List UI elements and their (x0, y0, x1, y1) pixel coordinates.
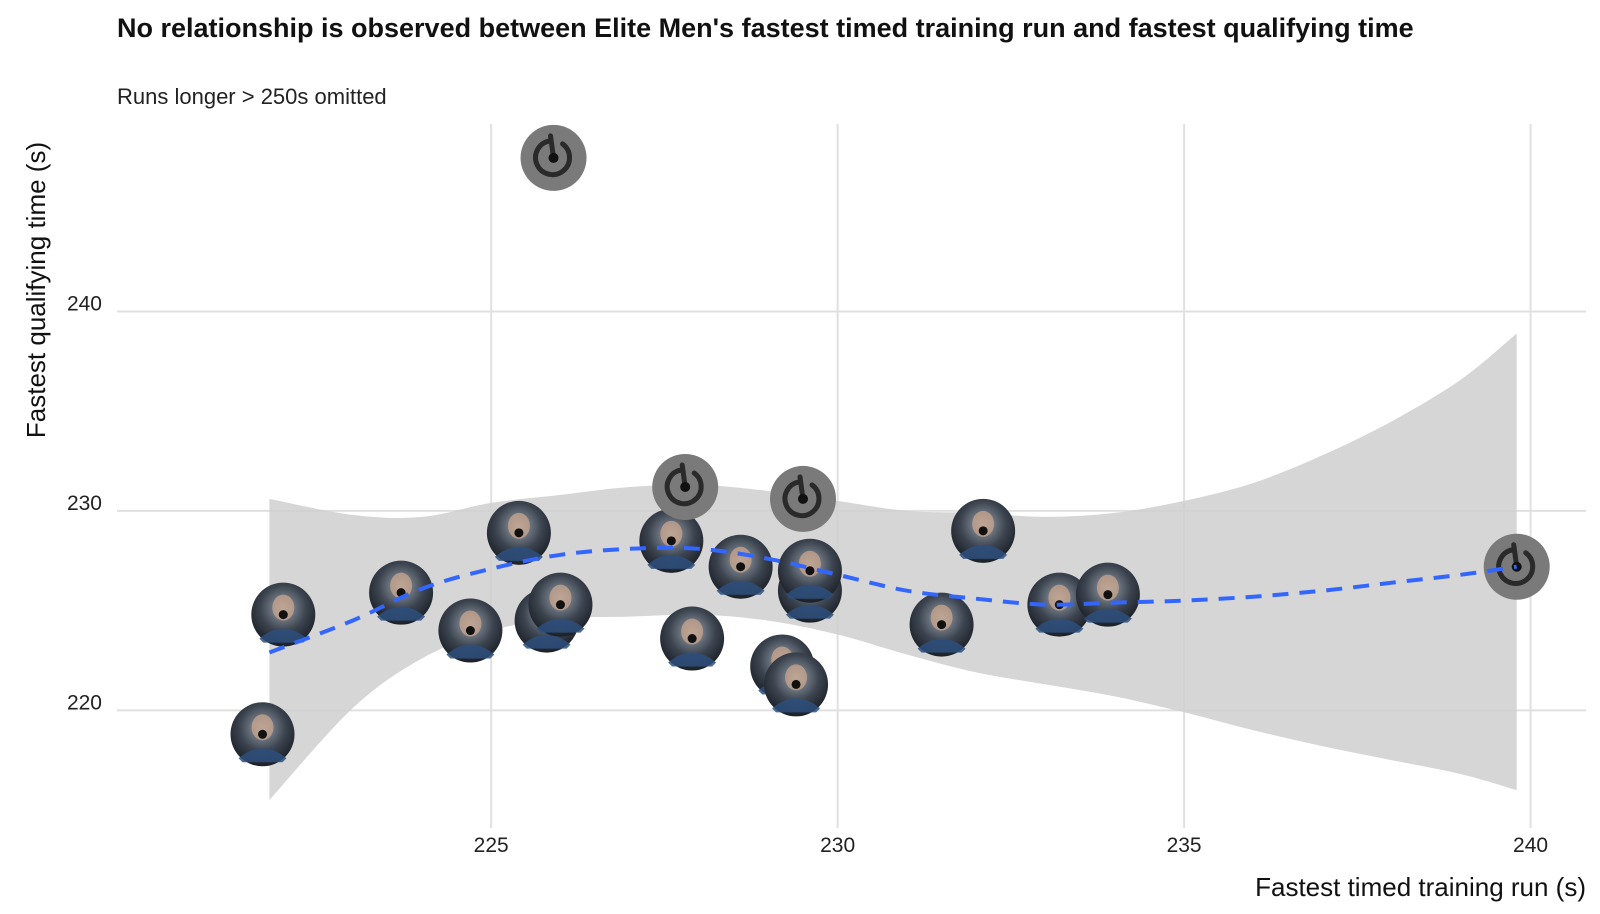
avatar-face (785, 664, 808, 691)
point-marker (1511, 561, 1522, 572)
avatar-shoulders (668, 652, 717, 667)
power-icon (782, 479, 822, 519)
power-icon (533, 138, 573, 178)
rider-photo-point (369, 560, 434, 625)
rider-photo-point (639, 508, 704, 573)
avatar-face (390, 572, 413, 599)
point-marker (978, 526, 988, 536)
chart-subtitle: Runs longer > 250s omitted (117, 84, 387, 109)
point-marker (687, 634, 697, 644)
point-marker (514, 528, 524, 538)
point-marker (805, 566, 815, 576)
point-marker (258, 729, 268, 739)
x-tick-label: 225 (474, 834, 509, 857)
rider-photo-point (230, 702, 295, 767)
avatar-shoulders (716, 580, 765, 595)
avatar-shoulders (522, 634, 571, 649)
confidence-ribbon (269, 333, 1517, 801)
y-tick-label: 220 (67, 691, 102, 714)
y-axis-ticks: 220 230 240 (67, 292, 102, 714)
y-tick-label: 230 (67, 492, 102, 515)
avatar-face (272, 594, 295, 621)
point-marker (736, 562, 746, 572)
rider-photo-point (708, 534, 773, 599)
avatar-shoulders (536, 618, 585, 633)
rider-photo-point (486, 500, 551, 565)
point-marker (680, 481, 691, 492)
point-marker (937, 620, 947, 630)
avatar-face (681, 618, 704, 645)
point-marker (1103, 590, 1113, 600)
avatar-shoulders (446, 644, 495, 659)
avatar-face (251, 714, 274, 741)
trend-line-layer (268, 545, 1518, 655)
placeholder-avatar-point (520, 124, 587, 191)
avatar-shoulders (959, 544, 1008, 559)
point-marker (555, 600, 565, 610)
confidence-ribbon-layer (269, 333, 1517, 801)
avatar-shoulders (647, 554, 696, 569)
y-tick-label: 240 (67, 292, 102, 315)
x-tick-label: 235 (1167, 834, 1202, 857)
rider-photo-point (251, 582, 316, 647)
rider-photo-point (777, 538, 842, 603)
placeholder-avatar-point (769, 465, 836, 532)
chart-title: No relationship is observed between Elit… (117, 13, 1414, 43)
avatar-shoulders (1035, 618, 1084, 633)
rider-photo-point (528, 572, 593, 637)
x-tick-label: 240 (1513, 834, 1548, 857)
point-marker (278, 610, 288, 620)
placeholder-avatar-point (652, 453, 719, 520)
avatar-shoulders (785, 584, 834, 599)
avatar-face (798, 550, 821, 577)
point-marker (465, 626, 475, 636)
avatar-shoulders (494, 546, 543, 561)
avatar-face (930, 604, 953, 631)
rider-photo-point (1075, 562, 1140, 627)
y-axis-label: Fastest qualifying time (s) (21, 142, 51, 438)
avatar-shoulders (785, 604, 834, 619)
avatar-face (660, 520, 683, 547)
avatar-face (1096, 574, 1119, 601)
avatar-shoulders (238, 748, 287, 763)
rider-photo-point (951, 498, 1016, 563)
points-layer (230, 124, 1550, 767)
power-icon (1496, 547, 1536, 586)
x-axis-label: Fastest timed training run (s) (1255, 872, 1586, 902)
avatar-shoulders (772, 698, 821, 713)
trend-line (268, 545, 1518, 655)
point-marker (791, 679, 801, 689)
avatar-shoulders (259, 628, 308, 643)
x-axis-ticks: 225 230 235 240 (474, 834, 1548, 857)
power-icon (664, 467, 704, 507)
rider-photo-point (438, 598, 503, 663)
avatar-face (972, 510, 995, 537)
point-marker (797, 493, 808, 504)
x-tick-label: 230 (820, 834, 855, 857)
avatar-face (549, 584, 572, 611)
rider-photo-point (909, 592, 974, 657)
avatar-face (459, 610, 482, 637)
rider-photo-point (764, 652, 829, 717)
point-marker (548, 152, 559, 163)
avatar-shoulders (917, 638, 966, 653)
avatar-face (507, 512, 530, 539)
point-marker (666, 536, 676, 546)
rider-photo-point (660, 606, 725, 671)
avatar-shoulders (1083, 608, 1132, 623)
avatar-shoulders (377, 606, 426, 621)
placeholder-avatar-point (1483, 533, 1550, 600)
